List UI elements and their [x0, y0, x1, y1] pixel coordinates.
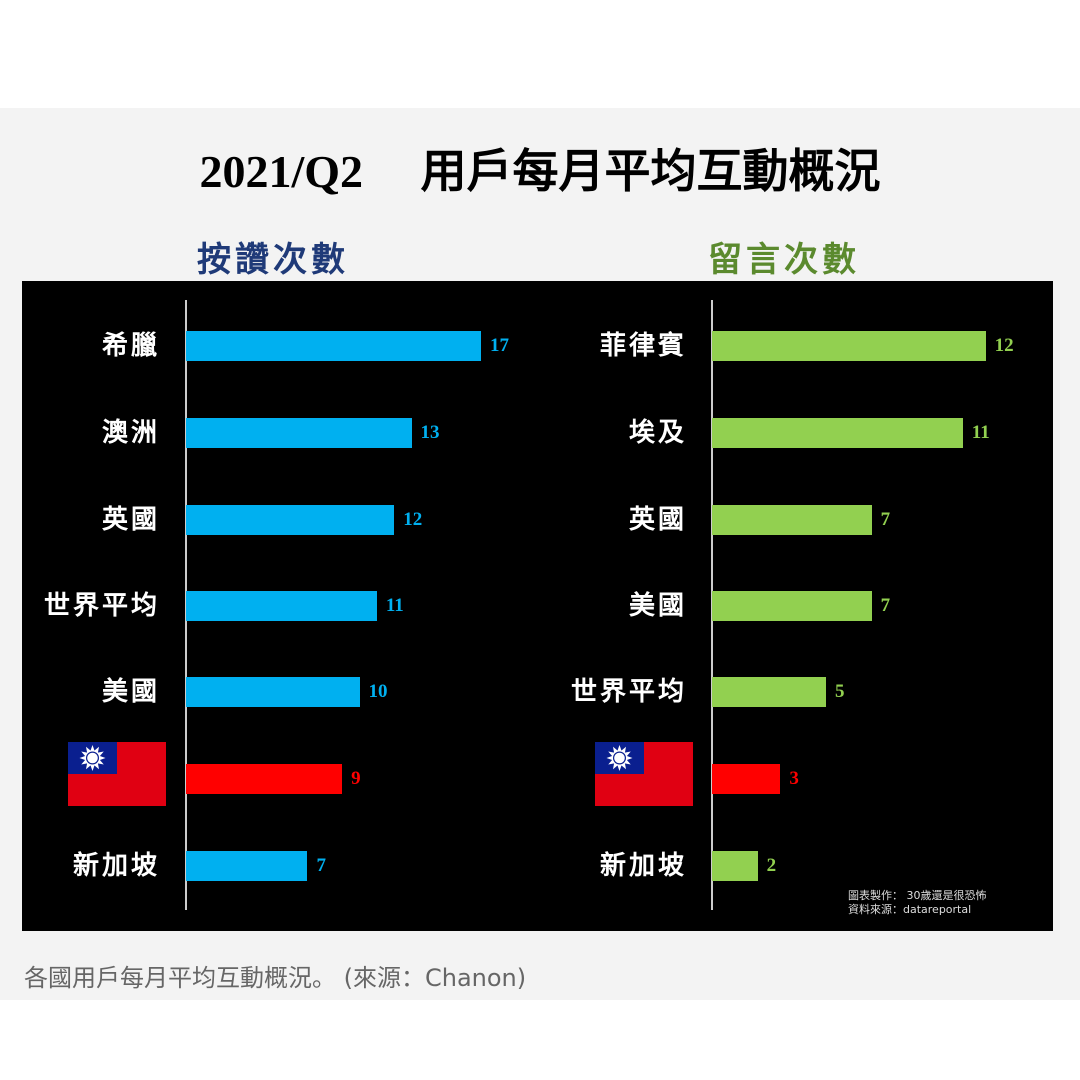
bar — [186, 331, 481, 361]
value-label: 11 — [385, 595, 404, 616]
value-label: 10 — [368, 681, 388, 702]
credit-text: 圖表製作： 30歲還是很恐怖 資料來源：datareportal — [848, 889, 987, 917]
bar — [186, 591, 377, 621]
credit-source: 資料來源：datareportal — [848, 903, 972, 916]
value-label: 5 — [835, 681, 845, 702]
value-label: 3 — [789, 768, 799, 789]
category-label: 美國 — [628, 591, 687, 621]
category-label: 世界平均 — [570, 677, 687, 707]
value-label: 11 — [971, 422, 990, 443]
category-label: 美國 — [101, 677, 160, 707]
comments-subtitle: 留言次數 — [708, 240, 860, 280]
category-label: 英國 — [101, 505, 160, 535]
value-label: 9 — [351, 768, 361, 789]
bar — [186, 851, 308, 881]
value-label: 2 — [766, 855, 777, 876]
bar — [712, 851, 758, 881]
category-label: 英國 — [628, 505, 687, 535]
taiwan-flag-icon — [595, 742, 693, 806]
category-label: 世界平均 — [43, 591, 160, 621]
category-label: 埃及 — [628, 418, 687, 448]
category-label: 新加坡 — [599, 851, 687, 881]
bar — [186, 764, 343, 794]
bar — [186, 505, 395, 535]
likes-subtitle: 按讚次數 — [197, 240, 349, 280]
bar — [712, 591, 872, 621]
bar — [186, 677, 360, 707]
bar — [712, 764, 781, 794]
category-label: 新加坡 — [72, 851, 160, 881]
bar — [712, 677, 826, 707]
bar — [712, 505, 872, 535]
bar — [186, 418, 412, 448]
value-label: 17 — [489, 335, 509, 356]
value-label: 13 — [420, 422, 440, 443]
value-label: 7 — [880, 509, 891, 530]
category-label: 澳洲 — [101, 418, 160, 448]
value-label: 7 — [316, 855, 326, 876]
chart-title: 2021/Q2 用戶每月平均互動概況 — [199, 146, 881, 197]
value-label: 12 — [403, 509, 423, 530]
taiwan-flag-icon — [68, 742, 166, 806]
caption: 各國用戶每月平均互動概況。 (來源：Chanon) — [24, 964, 527, 992]
category-label: 希臘 — [101, 331, 160, 361]
value-label: 12 — [994, 335, 1014, 356]
credit-author: 圖表製作： 30歲還是很恐怖 — [848, 889, 987, 902]
category-label: 菲律賓 — [599, 331, 687, 361]
value-label: 7 — [880, 595, 891, 616]
bar — [712, 331, 986, 361]
bar — [712, 418, 963, 448]
